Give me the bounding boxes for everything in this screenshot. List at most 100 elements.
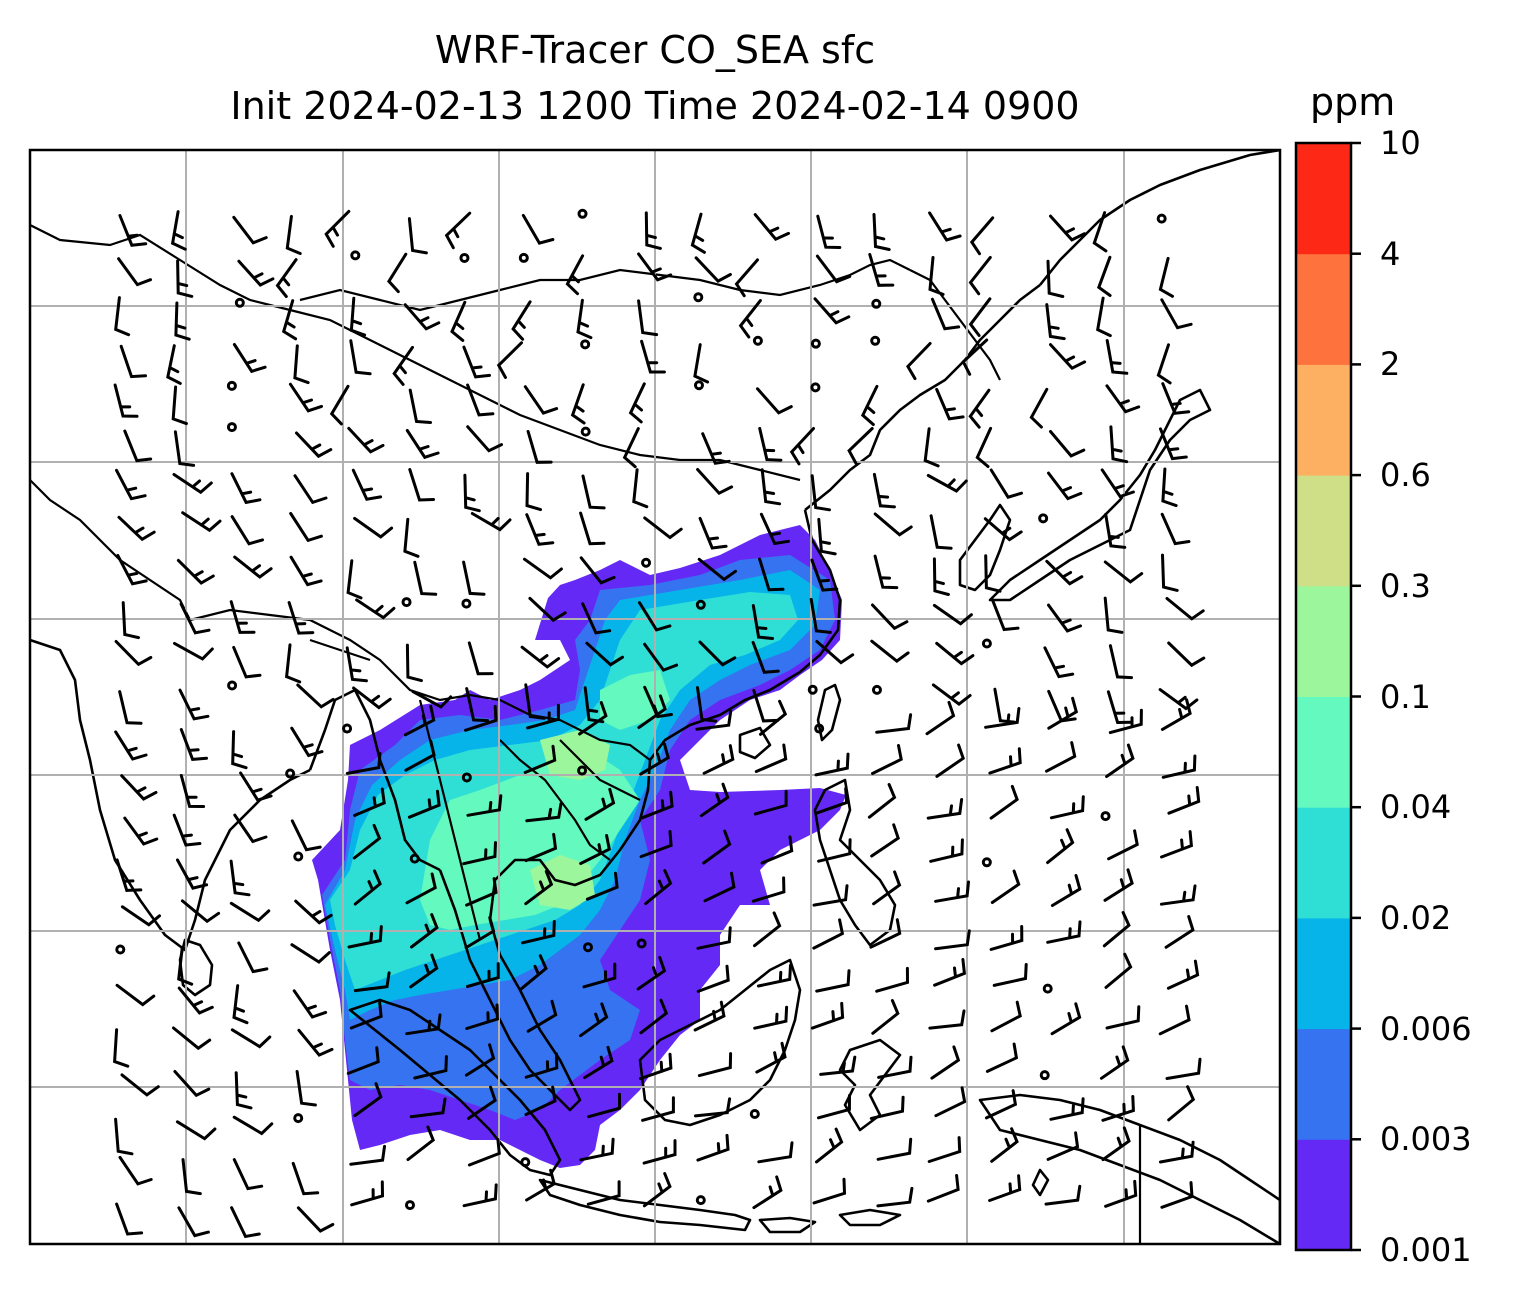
wind-barb [329,384,350,426]
wind-barb [284,643,302,684]
wind-barb [176,259,194,298]
wind-barb [643,642,679,672]
wind-barb [296,683,335,709]
calm-wind-marker [520,1157,531,1168]
wind-barb [1103,868,1134,902]
wind-barb [229,901,271,923]
wind-barb [696,686,718,723]
wind-barb [643,685,673,719]
calm-wind-marker [580,339,591,350]
wind-barb [181,511,222,533]
wind-barb [467,641,494,676]
colorbar-tick-label: 0.3 [1380,566,1431,605]
wind-barb [519,954,548,991]
colorbar-tick-label: 10 [1380,124,1421,162]
wind-barb [444,211,472,250]
colorbar-unit: ppm [1310,80,1396,124]
wind-barb [289,555,323,587]
calm-wind-marker [870,335,881,346]
wind-barb [116,553,148,586]
wind-barb [177,1206,210,1238]
coastline-india [30,638,311,952]
wind-barb [639,830,673,859]
wind-barb [526,999,558,1033]
wind-barb [1158,256,1174,298]
wind-barb [968,255,992,296]
wind-barb [877,1055,913,1079]
wind-barb [642,1139,677,1165]
colorbar-band [1296,807,1351,919]
wind-barb [526,703,560,730]
wind-barb [815,1127,844,1164]
wind-barb [120,774,158,801]
wind-barb [174,301,191,341]
wind-barb [641,1096,675,1122]
wind-barb [232,645,262,679]
wind-barb [1049,343,1087,371]
wind-barb [1160,1181,1194,1209]
wind-barb [292,989,328,1019]
wind-barb [932,557,950,596]
wind-barb [923,427,940,468]
wind-barb [172,473,213,495]
wind-barb [287,601,315,635]
coastline-new-guinea [978,1093,1280,1244]
wind-barb [644,211,662,250]
calm-wind-marker [695,1195,706,1206]
wind-barb [993,687,1016,724]
calm-wind-marker [814,723,825,734]
map-plot-area [30,150,1280,1244]
wind-barb [933,958,967,987]
wind-barb [520,645,561,669]
wind-barb [403,704,436,737]
wind-barb [931,683,972,706]
wind-barb [935,743,965,778]
wind-barb [579,511,606,546]
wind-barb [984,707,1021,729]
wind-barb [349,339,372,376]
wind-barb [345,646,368,683]
wind-barb [1103,596,1124,634]
wind-barb [179,602,211,635]
wind-barb [173,641,214,661]
wind-barb [1159,884,1197,906]
map-frame [28,148,1282,1246]
wind-barb [524,869,554,906]
wind-barb [812,1177,847,1205]
wind-barb [1105,743,1135,778]
wind-barb [120,905,161,927]
wind-barb [411,690,453,709]
wind-barb [413,1055,448,1080]
wind-barb [353,869,382,906]
calm-wind-marker [293,851,304,862]
calm-wind-marker [459,252,470,263]
wind-barb [179,728,208,761]
wind-barb [696,964,730,993]
wind-barb [1105,1005,1141,1030]
wind-barb [353,971,391,993]
wind-barb [526,430,553,464]
wind-barb [873,512,913,537]
colorbar-frame [1294,141,1353,1252]
coastline-russia [1038,150,1280,286]
wind-barb [810,558,839,592]
wind-barb [289,512,323,543]
wind-barb [347,426,385,454]
wind-barb [115,1202,144,1236]
wind-barb [290,726,324,758]
wind-barb [637,694,667,729]
wind-barb [296,1206,335,1233]
wind-barb [290,943,331,964]
wind-barb [1044,1184,1082,1206]
wind-barb [815,640,855,665]
wind-barb [961,338,989,376]
coastline-indochina-east [648,509,842,761]
wind-barb [1092,211,1108,253]
wind-barb [349,296,367,337]
wind-barb [622,427,640,469]
wind-barb [693,343,710,384]
wind-barb [565,254,585,296]
wind-barb [702,744,735,775]
wind-barb [755,1041,787,1074]
wind-barb [524,683,546,720]
